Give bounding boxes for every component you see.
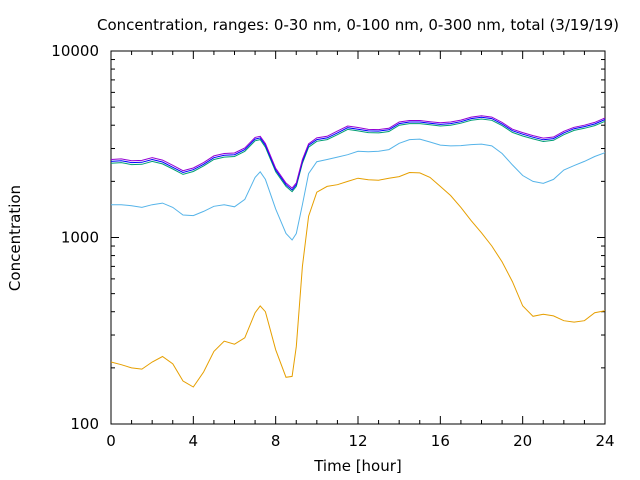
axis-ticks bbox=[110, 51, 606, 425]
series-line-2 bbox=[111, 138, 606, 241]
series-line-3 bbox=[110, 118, 606, 193]
x-tick-label: 20 bbox=[513, 432, 532, 450]
x-axis-label: Time [hour] bbox=[313, 457, 402, 475]
plot-frame bbox=[110, 50, 606, 425]
y-tick-label: 1000 bbox=[61, 229, 99, 247]
x-tick-label: 12 bbox=[348, 432, 367, 450]
series-line-1 bbox=[110, 171, 606, 388]
series-line-4 bbox=[110, 116, 606, 191]
data-lines bbox=[110, 115, 606, 388]
y-axis-label: Concentration bbox=[6, 185, 24, 291]
x-tick-label: 0 bbox=[106, 432, 116, 450]
y-tick-label: 100 bbox=[70, 415, 99, 433]
series-line-5 bbox=[110, 115, 606, 189]
y-tick-label: 10000 bbox=[51, 42, 99, 60]
x-tick-label: 4 bbox=[189, 432, 199, 450]
x-tick-label: 8 bbox=[271, 432, 281, 450]
chart-title: Concentration, ranges: 0-30 nm, 0-100 nm… bbox=[97, 16, 619, 34]
x-tick-label: 24 bbox=[595, 432, 614, 450]
axis-tick-labels: 0 4 8 12 16 20 24 100 1000 10000 bbox=[51, 42, 614, 450]
x-tick-label: 16 bbox=[431, 432, 450, 450]
